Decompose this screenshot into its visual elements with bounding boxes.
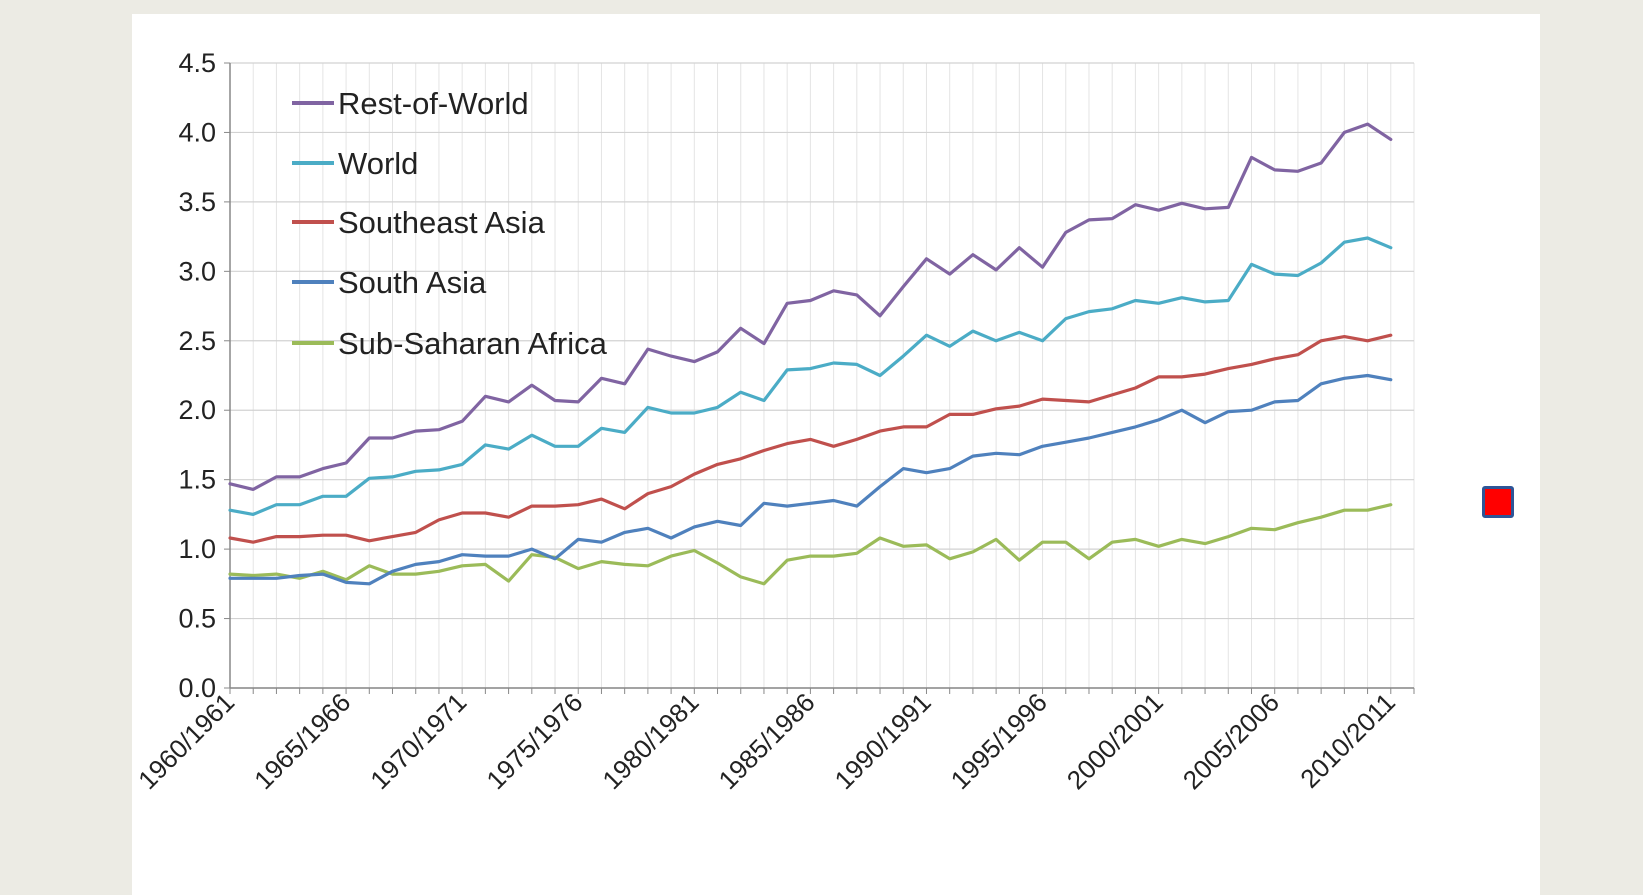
y-tick-label: 0.0: [178, 673, 216, 703]
y-tick-label: 4.0: [178, 117, 216, 147]
legend-label: World: [338, 146, 418, 181]
series-line-rest-of-world: [228, 122, 1393, 491]
red-square-marker[interactable]: [1482, 486, 1514, 518]
x-tick-label: 1960/1961: [132, 687, 240, 795]
legend-label: Southeast Asia: [338, 205, 546, 240]
x-axis-ticks: 1960/1961 1965/1966 1970/1971 1975/1976 1980…: [132, 687, 1401, 795]
legend-label: Rest-of-World: [338, 86, 529, 121]
y-tick-label: 0.5: [178, 604, 216, 634]
chart-card: 0.0 0.5 1.0 1.5 2.0 2.5 3.0 3.5 4.0 4.5 1960/1961…: [132, 14, 1540, 895]
y-tick-label: 3.5: [178, 187, 216, 217]
series-line-sub-saharan-africa: [228, 503, 1393, 586]
series-lines: [228, 122, 1393, 586]
x-tick-label: 1980/1981: [596, 687, 704, 795]
y-tick-label: 2.5: [178, 326, 216, 356]
grid: [229, 62, 1415, 689]
y-tick-label: 1.5: [178, 465, 216, 495]
legend-label: Sub-Saharan Africa: [338, 326, 608, 361]
x-tick-label: 1995/1996: [945, 687, 1053, 795]
x-tick-label: 2005/2006: [1177, 687, 1285, 795]
x-tick-label: 1990/1991: [829, 687, 937, 795]
axes: [229, 63, 1415, 694]
y-tick-label: 4.5: [178, 48, 216, 78]
y-tick-label: 1.0: [178, 534, 216, 564]
legend: Rest-of-World World Southeast Asia South As…: [292, 86, 608, 361]
y-tick-label: 2.0: [178, 395, 216, 425]
x-tick-label: 2010/2011: [1294, 687, 1401, 794]
series-line-world: [228, 236, 1393, 516]
x-tick-label: 1975/1976: [480, 687, 588, 795]
x-tick-label: 1970/1971: [364, 687, 472, 795]
series-line-south-asia: [228, 373, 1393, 586]
y-tick-label: 3.0: [178, 256, 216, 286]
x-tick-label: 1985/1986: [713, 687, 821, 795]
line-chart: 0.0 0.5 1.0 1.5 2.0 2.5 3.0 3.5 4.0 4.5 1960/1961…: [132, 48, 1415, 795]
legend-label: South Asia: [338, 265, 487, 300]
x-tick-label: 1965/1966: [248, 687, 356, 795]
y-axis-ticks: 0.0 0.5 1.0 1.5 2.0 2.5 3.0 3.5 4.0 4.5: [178, 48, 230, 703]
series-line-southeast-asia: [228, 333, 1393, 544]
x-tick-label: 2000/2001: [1061, 687, 1169, 795]
